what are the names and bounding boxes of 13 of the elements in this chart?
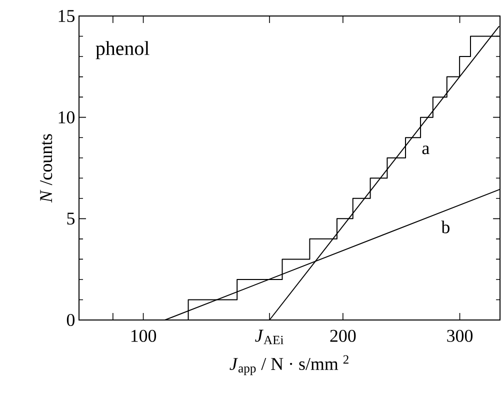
y-tick-label: 15 [58,10,74,22]
x-axis-title: J$_{app}$ / N · s/mm $^{2}$ [230,355,348,376]
x-tick-label: 200 [330,330,356,342]
x-tick-label: 100 [131,330,156,342]
x-tick-label: J$_{AEi}$ [255,330,284,344]
series-label: b [441,220,450,234]
y-tick-label: 5 [67,212,74,225]
y-axis-title: N /counts [40,134,52,203]
annotation: phenol [96,41,150,60]
y-tick-label: 0 [66,314,75,326]
x-tick-label: 300 [447,330,473,342]
series-label: a [422,146,430,154]
y-tick-label: 10 [58,111,75,124]
